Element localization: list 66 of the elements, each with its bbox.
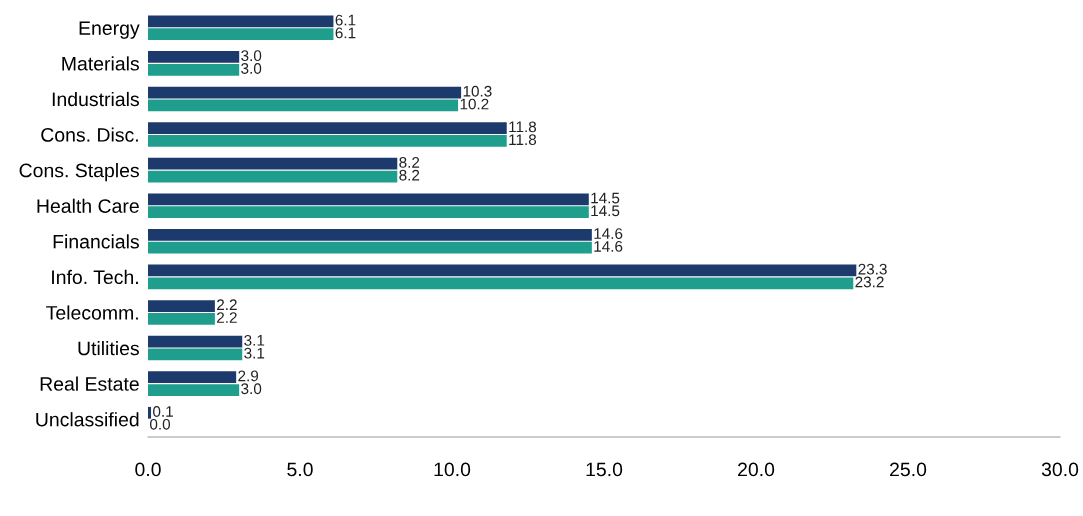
bar	[148, 28, 334, 41]
bar	[148, 371, 237, 384]
data-label: 11.8	[509, 121, 537, 133]
data-label: 10.2	[460, 98, 489, 110]
y-tick-label: Utilities	[78, 341, 139, 356]
bar	[148, 63, 240, 76]
bar	[148, 277, 854, 290]
x-tick-label: 30.0	[1041, 462, 1079, 477]
bar	[148, 312, 215, 325]
data-label: 0.0	[149, 418, 171, 430]
bar	[148, 384, 240, 396]
x-tick-label: 15.0	[586, 462, 623, 477]
data-label: 14.6	[594, 228, 623, 239]
bar	[148, 15, 334, 28]
x-tick-label: 25.0	[890, 462, 927, 477]
bar	[148, 348, 243, 361]
x-tick-label: 10.0	[434, 462, 471, 477]
data-label: 0.1	[153, 406, 173, 417]
data-label: 14.6	[594, 240, 623, 252]
data-label: 10.3	[463, 85, 492, 97]
y-tick-label: Energy	[79, 21, 140, 39]
bar	[148, 228, 592, 241]
data-label: 8.2	[399, 157, 420, 168]
bar	[148, 206, 589, 219]
y-tick-label: Real Estate	[40, 376, 139, 391]
y-tick-label: Health Care	[37, 198, 139, 213]
data-label: 2.2	[217, 299, 237, 310]
data-label: 3.0	[241, 63, 262, 74]
data-label: 6.1	[335, 14, 356, 26]
bar	[148, 193, 589, 206]
y-tick-label: Telecomm.	[46, 305, 138, 320]
x-tick-label: 0.0	[135, 462, 161, 477]
bar	[148, 135, 507, 147]
data-label: 3.1	[244, 347, 265, 359]
x-tick-label: 20.0	[738, 462, 775, 477]
bar	[148, 300, 215, 312]
bar	[148, 170, 398, 183]
data-label: 23.3	[858, 263, 887, 275]
bar	[148, 241, 592, 254]
bar	[148, 99, 459, 112]
y-tick-label: Unclassified	[36, 412, 139, 427]
data-label: 3.1	[244, 334, 265, 346]
bar	[148, 335, 243, 348]
bar	[148, 122, 507, 135]
data-label: 23.2	[855, 276, 884, 288]
data-label: 2.2	[217, 312, 237, 323]
y-tick-label: Info. Tech.	[52, 269, 138, 285]
y-tick-label: Industrials	[52, 91, 139, 107]
data-label: 2.9	[238, 370, 259, 382]
data-label: 3.0	[241, 50, 262, 62]
data-label: 14.5	[591, 192, 620, 204]
y-tick-label: Cons. Staples	[19, 163, 139, 182]
data-label: 8.2	[399, 169, 420, 181]
y-tick-label: Financials	[53, 234, 139, 249]
bar	[148, 264, 857, 277]
y-tick-label: Materials	[62, 56, 139, 71]
bar	[148, 157, 398, 170]
bar	[148, 406, 152, 419]
x-tick-label: 5.0	[287, 462, 313, 477]
data-label: 11.8	[509, 134, 537, 146]
data-label: 3.0	[241, 383, 262, 395]
bar	[148, 51, 240, 63]
bar	[148, 86, 462, 99]
y-tick-label: Cons. Disc.	[41, 127, 138, 142]
data-label: 6.1	[335, 27, 356, 39]
data-label: 14.5	[591, 205, 620, 217]
